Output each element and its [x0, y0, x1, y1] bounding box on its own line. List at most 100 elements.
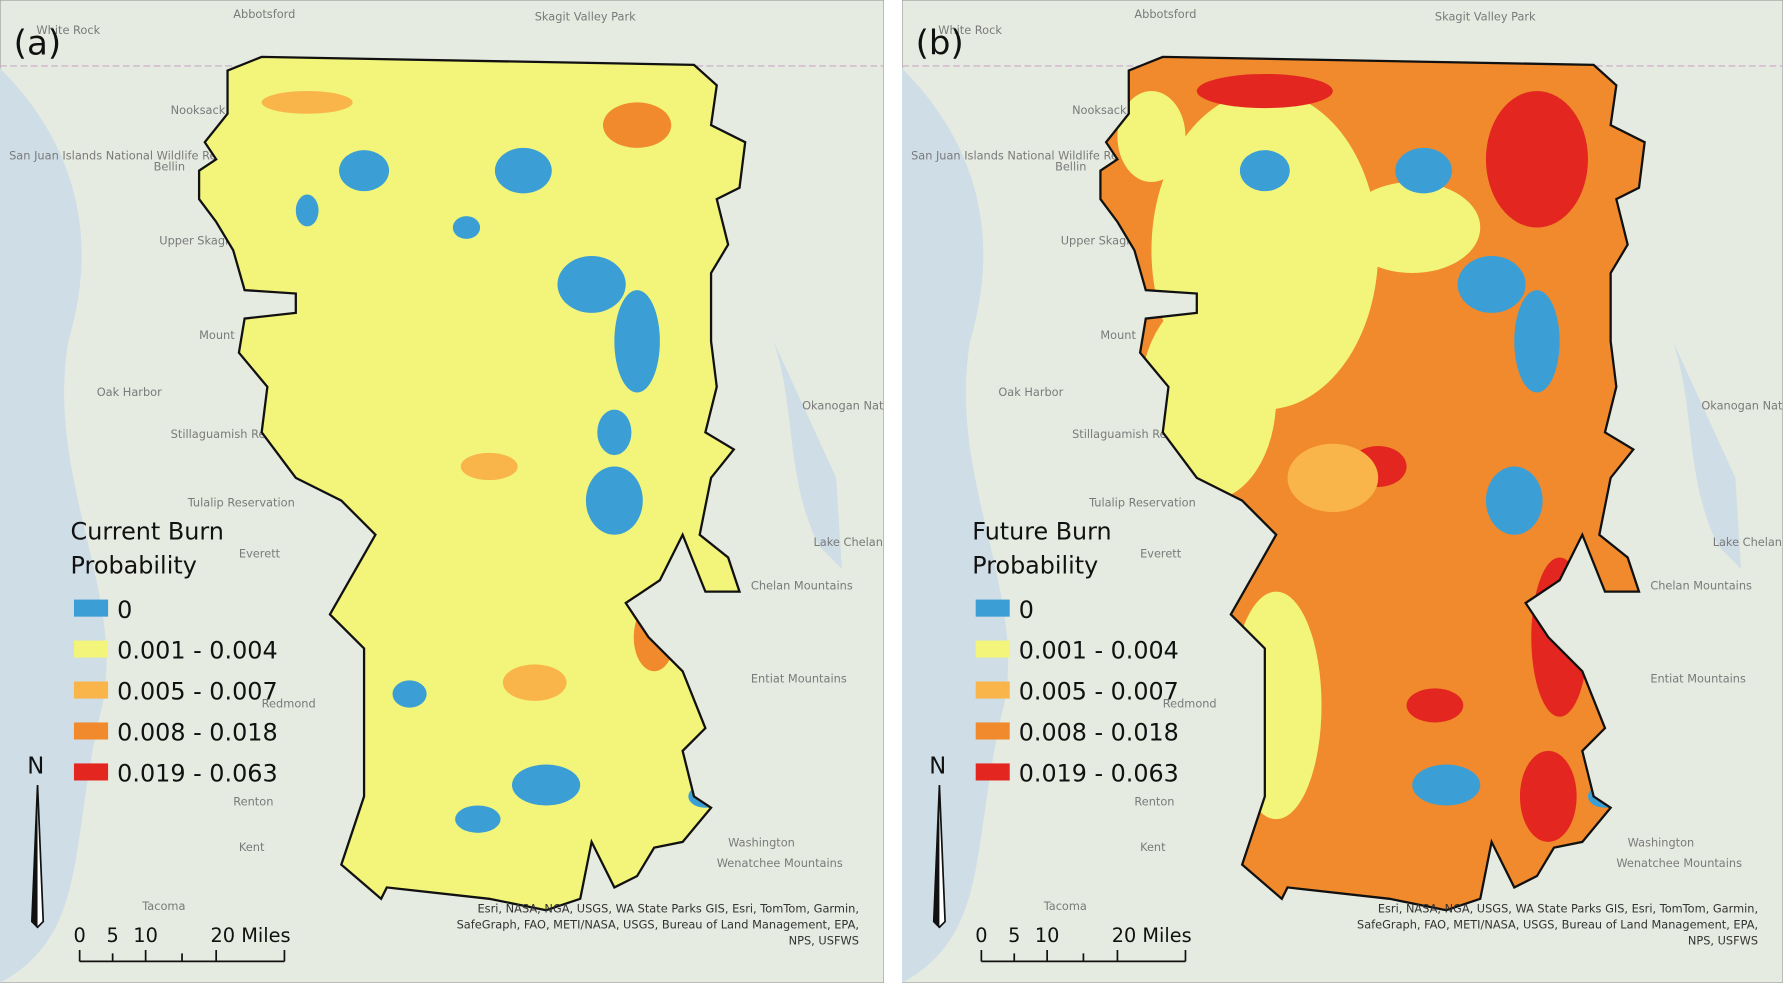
burn-patch: [602, 102, 672, 148]
burn-patch: [452, 216, 481, 239]
burn-patch: [1457, 255, 1526, 313]
place-label: Oak Harbor: [998, 385, 1063, 399]
place-label: Abbotsford: [233, 7, 295, 21]
place-label: Entiat Mountains: [1650, 672, 1746, 686]
burn-patch: [1485, 91, 1588, 228]
legend-label: 0.001 - 0.004: [1019, 637, 1179, 665]
north-arrow-half: [31, 785, 38, 928]
place-label: Bellin: [154, 160, 185, 174]
burn-patch: [460, 452, 518, 481]
burn-patch: [1485, 466, 1543, 535]
north-arrow-half: [933, 785, 940, 928]
legend-label: 0.005 - 0.007: [1019, 678, 1179, 706]
place-label: Tacoma: [1043, 899, 1087, 913]
burn-area: [199, 56, 746, 911]
place-label: Mount: [1100, 328, 1136, 342]
legend-title-box: Current Burn Probability: [70, 517, 224, 580]
place-label: Skagit Valley Park: [535, 9, 636, 23]
burn-patch: [392, 680, 427, 708]
place-label: Tacoma: [141, 899, 185, 913]
place-label: Everett: [239, 546, 281, 560]
burn-patch: [1117, 91, 1186, 183]
panel-label: (a): [14, 24, 62, 64]
legend-label: 0: [1019, 596, 1034, 624]
scale-bar: [78, 950, 286, 963]
burn-patch: [1395, 147, 1452, 194]
place-label: Bellin: [1055, 160, 1086, 174]
legend-swatch: [73, 722, 109, 740]
burn-patch: [597, 409, 632, 456]
place-label: Okanogan National Forest: [1701, 399, 1783, 413]
north-label: N: [929, 754, 946, 780]
water: [773, 341, 842, 569]
legend-label: 0.005 - 0.007: [117, 678, 277, 706]
water: [0, 68, 107, 983]
place-label: Tulalip Reservation: [1088, 495, 1196, 509]
attribution-box: Esri, NASA, NGA, USGS, WA State Parks GI…: [1357, 903, 1759, 948]
place-label: White Rock: [938, 23, 1002, 37]
legend-label: 0.001 - 0.004: [117, 637, 277, 665]
place-label: Wenatchee Mountains: [1616, 856, 1742, 870]
region-outline: [197, 55, 747, 912]
burn-patch: [1406, 688, 1464, 723]
legend-swatch: [975, 640, 1010, 658]
place-label: Oak Harbor: [97, 385, 162, 399]
place-label: Mount: [199, 328, 235, 342]
burn-patch: [1412, 764, 1481, 806]
attribution: Esri, NASA, NGA, USGS, WA State Parks GI…: [456, 903, 859, 948]
burn-patch: [1239, 150, 1290, 192]
place-label: Tulalip Reservation: [187, 495, 295, 509]
place-label: San Juan Islands National Wildlife Refug…: [9, 148, 242, 162]
burn-patch: [339, 150, 390, 192]
legend-swatch: [73, 681, 109, 699]
legend-label: 0.019 - 0.063: [117, 760, 277, 788]
place-label: Skagit Valley Park: [1435, 9, 1536, 23]
legend-label: 0: [117, 596, 132, 624]
place-label: Renton: [233, 795, 273, 809]
burn-patch: [494, 147, 552, 194]
place-label: Abbotsford: [1134, 7, 1196, 21]
place-label: Washington: [1628, 835, 1695, 849]
attribution: Esri, NASA, NGA, USGS, WA State Parks GI…: [1357, 903, 1759, 948]
scale-label: 10: [1035, 924, 1060, 947]
legend-swatch: [975, 599, 1010, 617]
place-label: Kent: [1140, 840, 1166, 854]
burn-patch: [585, 466, 643, 535]
scale-label: 0: [73, 924, 85, 947]
legend-swatch: [73, 640, 109, 658]
place-label: Okanogan National Forest: [802, 399, 884, 413]
place-label: Renton: [1134, 794, 1174, 808]
legend-label: 0.019 - 0.063: [1019, 760, 1179, 788]
scale-label: 5: [1008, 924, 1020, 947]
legend-label: 0.008 - 0.018: [117, 719, 277, 747]
scale-label: 20 Miles: [210, 924, 290, 947]
burn-patch: [511, 764, 581, 806]
place-label: Chelan Mountains: [1650, 578, 1752, 592]
attribution-box: Esri, NASA, NGA, USGS, WA State Parks GI…: [456, 903, 859, 948]
scale-label: 5: [106, 924, 118, 947]
burn-patch: [455, 805, 501, 833]
place-label: San Juan Islands National Wildlife Refug…: [911, 148, 1143, 162]
legend-title: Current Burn Probability: [70, 517, 224, 580]
place-label: Lake Chelan: [1713, 535, 1782, 549]
scale-bar: [980, 950, 1187, 963]
water: [1673, 341, 1742, 569]
scale-label: 0: [975, 924, 987, 947]
legend-title-box: Future Burn Probability: [972, 517, 1112, 580]
burn-patch: [295, 194, 319, 227]
burn-patch: [1196, 73, 1333, 109]
place-label: Everett: [1140, 546, 1182, 560]
place-label: Chelan Mountains: [751, 578, 853, 592]
legend-swatch: [975, 763, 1010, 781]
burn-patch: [1519, 750, 1577, 842]
place-label: Kent: [239, 840, 265, 854]
panel-label: (b): [916, 24, 964, 64]
legend-label: 0.008 - 0.018: [1019, 719, 1179, 747]
burn-patch: [614, 290, 660, 393]
legend-title: Future Burn Probability: [972, 517, 1112, 580]
water: [902, 68, 1009, 983]
legend-swatch: [73, 599, 109, 617]
place-label: Entiat Mountains: [751, 672, 847, 686]
